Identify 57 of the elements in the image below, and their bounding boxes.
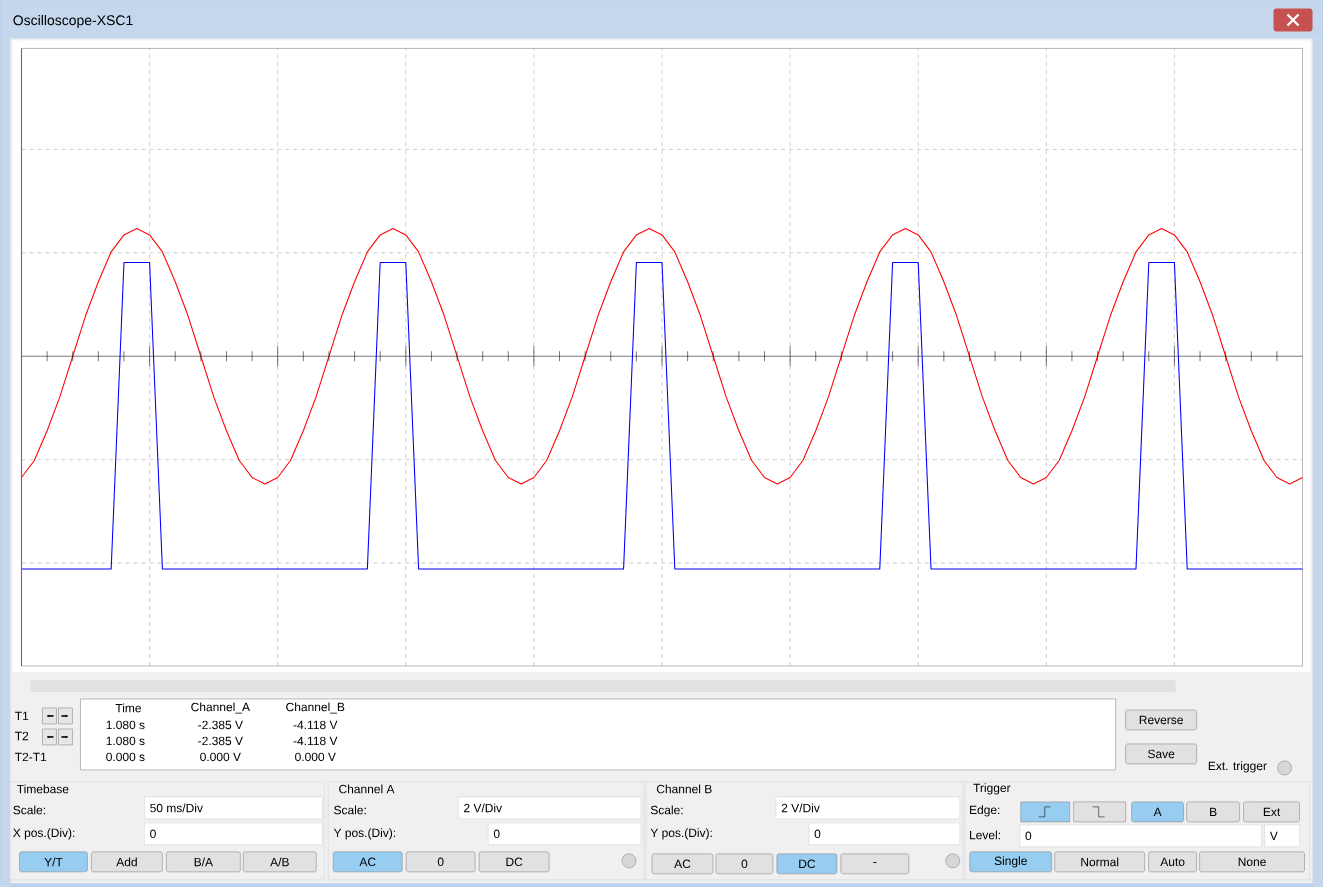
text: Scale:: [650, 805, 683, 815]
chart-title: Oscilloscope-XSC1: [13, 14, 133, 28]
text: -4.118 V: [293, 720, 338, 730]
text: Scale:: [13, 805, 45, 815]
text: Ext: [1263, 807, 1281, 816]
text: Normal: [1081, 857, 1119, 867]
text: -4.118 V: [293, 736, 338, 746]
text: 0: [1025, 831, 1032, 840]
text: 0: [150, 829, 156, 838]
text: 1.080 s: [106, 736, 145, 746]
text: Channel_A: [191, 702, 250, 714]
text: -2.385 V: [198, 736, 243, 746]
text: AC: [359, 857, 376, 866]
text: DC: [799, 859, 816, 868]
text: X pos.(Div):: [13, 828, 75, 840]
text: 0.000 V: [295, 752, 336, 762]
text: Single: [994, 856, 1027, 868]
text: Add: [116, 857, 137, 867]
text: Channel A: [339, 784, 395, 794]
text: 1.080 s: [106, 720, 145, 730]
text: B/A: [194, 857, 214, 867]
text: A: [1153, 807, 1162, 816]
text: Auto: [1160, 857, 1185, 866]
text: Y pos.(Div):: [650, 828, 712, 840]
text: -2.385 V: [198, 720, 243, 730]
text: Channel_B: [286, 702, 345, 714]
text: Save: [1148, 749, 1175, 759]
text: Time: [115, 703, 141, 713]
text: Trigger: [973, 783, 1011, 795]
text: 0.000 s: [106, 752, 145, 762]
text: Scale:: [334, 805, 366, 815]
text: Edge:: [970, 805, 1000, 817]
text: T1: [15, 711, 29, 720]
text: -: [873, 861, 877, 863]
text: T2: [15, 731, 29, 740]
text: 0: [493, 829, 500, 838]
text: Ext. trigger: [1208, 761, 1267, 773]
text: B: [1210, 807, 1217, 816]
text: 0: [741, 859, 748, 868]
text: Level:: [970, 830, 1000, 840]
text: Y/T: [44, 857, 63, 867]
text: Timebase: [17, 784, 69, 794]
text: 0: [437, 857, 444, 866]
text: 2 V/Div: [464, 803, 503, 813]
text: Reverse: [1139, 715, 1183, 724]
text: V: [1269, 831, 1278, 840]
text: 50 ms/Div: [150, 803, 203, 813]
text: T2-T1: [15, 752, 47, 761]
text: DC: [506, 857, 523, 866]
text: A/B: [270, 857, 289, 867]
text: Channel B: [656, 784, 712, 794]
text: 0: [814, 829, 821, 838]
text: 0.000 V: [200, 752, 241, 762]
text: None: [1238, 857, 1266, 866]
text: 2 V/Div: [781, 803, 820, 813]
text: Y pos.(Div):: [333, 828, 396, 840]
text: AC: [674, 859, 691, 868]
